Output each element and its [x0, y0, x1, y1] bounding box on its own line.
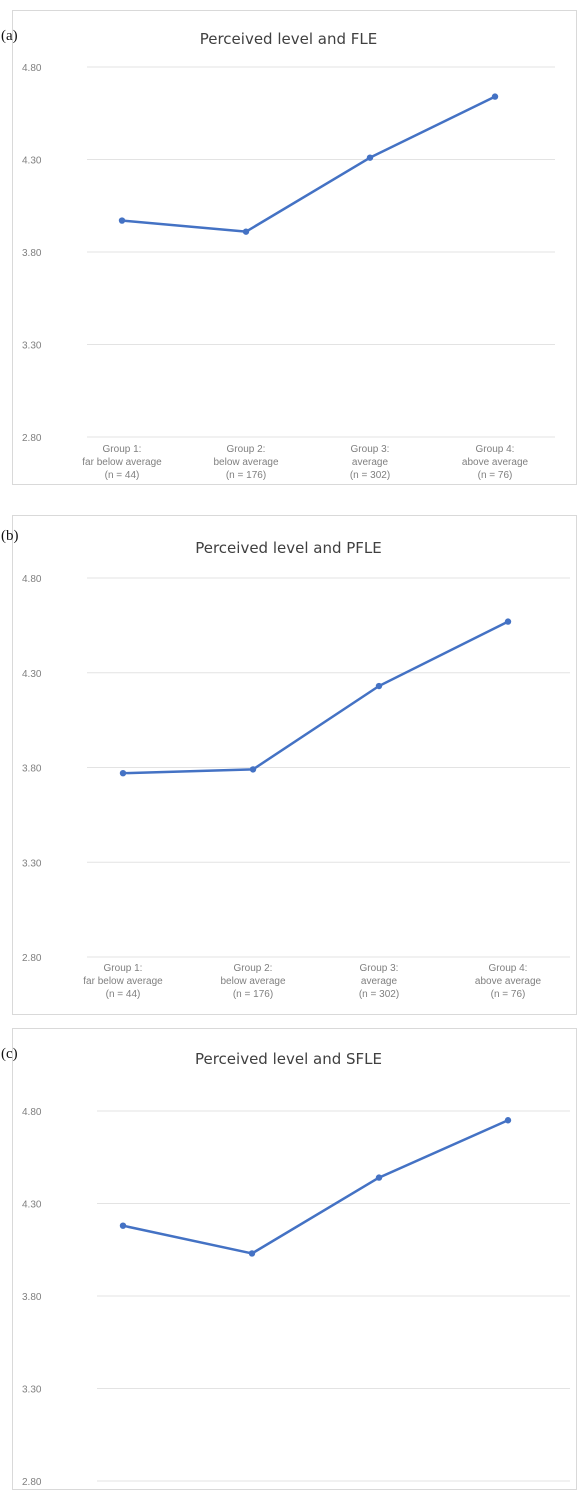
y-tick-label: 3.30	[22, 341, 42, 352]
series-line	[122, 620, 509, 775]
x-tick-line: Group 1:	[103, 444, 142, 455]
x-tick-label: Group 4: above average (n = 76)	[475, 963, 542, 1000]
x-tick-line: Group 2:	[227, 444, 266, 455]
y-tick-label: 4.30	[22, 669, 42, 680]
x-tick-line: (n = 302)	[350, 470, 390, 481]
x-tick-label: Group 2: below average (n = 176)	[213, 444, 278, 481]
chart-panel-a: (a) Perceived level and FLE 4.80 4.30 3.80…	[0, 0, 577, 485]
y-tick-label: 4.80	[22, 574, 42, 585]
y-tick-label: 2.80	[22, 433, 42, 444]
y-tick-label: 4.30	[22, 1200, 42, 1211]
x-tick-line: far below average	[83, 976, 163, 987]
line-chart: 4.80 4.30 3.80 3.30 2.80 Group 1: far below av…	[22, 63, 555, 481]
x-tick-line: (n = 76)	[491, 989, 526, 1000]
chart-title: Perceived level and PFLE	[195, 539, 382, 557]
y-tick-label: 2.80	[22, 1477, 42, 1488]
data-point	[242, 228, 250, 235]
data-point	[119, 769, 127, 777]
x-tick-line: (n = 44)	[106, 989, 141, 1000]
x-tick-label: Group 1: far below average (n = 44)	[83, 963, 163, 1000]
x-tick-line: above average	[462, 457, 529, 468]
x-tick-label: Group 2: below average (n = 176)	[220, 963, 285, 1000]
x-tick-line: (n = 176)	[226, 470, 266, 481]
x-tick-line: Group 2:	[234, 963, 273, 974]
data-point	[504, 1117, 512, 1124]
data-point	[248, 1250, 256, 1257]
data-point	[119, 1222, 127, 1229]
panel-label: (c)	[1, 1046, 18, 1062]
y-tick-label: 3.80	[22, 248, 42, 259]
series-line	[122, 1119, 509, 1255]
x-tick-line: below average	[220, 976, 285, 987]
data-point	[249, 766, 257, 773]
x-tick-label: Group 4: above average (n = 76)	[462, 444, 529, 481]
data-point	[375, 682, 383, 690]
data-point	[366, 154, 374, 161]
x-tick-line: above average	[475, 976, 542, 987]
x-tick-line: Group 4:	[476, 444, 515, 455]
x-tick-line: (n = 302)	[359, 989, 399, 1000]
chart-panel-c: (c) Perceived level and SFLE 4.80 4.30 3.8…	[0, 1028, 577, 1490]
x-tick-line: Group 4:	[489, 963, 528, 974]
x-tick-line: Group 3:	[351, 444, 390, 455]
x-tick-label: Group 3: average (n = 302)	[359, 963, 399, 1000]
data-point	[118, 217, 126, 224]
y-tick-label: 3.80	[22, 1292, 42, 1303]
panel-label: (a)	[1, 28, 18, 44]
data-point	[504, 618, 512, 625]
y-tick-label: 4.80	[22, 1107, 42, 1118]
line-chart: 4.80 4.30 3.80 3.30 2.80 Group 1: far below av…	[22, 574, 570, 1000]
x-tick-line: Group 1:	[104, 963, 143, 974]
panel-label: (b)	[1, 528, 19, 544]
series-line	[121, 95, 496, 233]
x-tick-label: Group 3: average (n = 302)	[350, 444, 390, 481]
x-tick-line: (n = 76)	[478, 470, 513, 481]
y-tick-label: 3.30	[22, 858, 42, 869]
y-tick-label: 3.30	[22, 1385, 42, 1396]
data-point	[375, 1174, 383, 1181]
x-tick-line: average	[352, 457, 389, 468]
y-tick-label: 4.80	[22, 63, 42, 74]
chart-title: Perceived level and FLE	[199, 30, 378, 48]
y-tick-label: 2.80	[22, 953, 42, 964]
chart-panel-b: (b) Perceived level and PFLE 4.80 4.30 3.8…	[0, 505, 577, 1015]
x-tick-line: average	[361, 976, 398, 987]
x-tick-line: below average	[213, 457, 278, 468]
y-tick-label: 4.30	[22, 156, 42, 167]
y-tick-label: 3.80	[22, 764, 42, 775]
x-tick-line: (n = 176)	[233, 989, 273, 1000]
x-tick-line: (n = 44)	[105, 470, 140, 481]
chart-title: Perceived level and SFLE	[194, 1050, 383, 1068]
x-tick-label: Group 1: far below average (n = 44)	[82, 444, 162, 481]
data-point	[491, 93, 499, 100]
x-tick-line: Group 3:	[360, 963, 399, 974]
x-tick-line: far below average	[82, 457, 162, 468]
